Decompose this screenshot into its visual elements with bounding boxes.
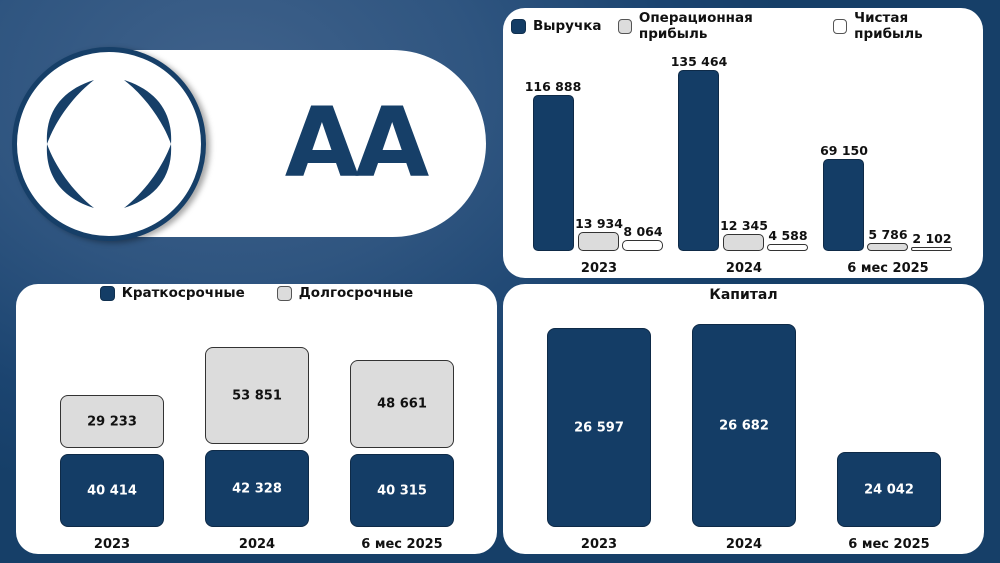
bar-net-profit-2024 (767, 244, 808, 251)
value-label: 42 328 (232, 481, 282, 496)
bar-short-term-6m-2025: 40 315 (350, 454, 454, 527)
credit-rating: AA (284, 87, 430, 199)
value-label: 53 851 (232, 388, 282, 403)
legend-item-long-term: Долгосрочные (276, 285, 414, 301)
x-axis-label: 6 мес 2025 (847, 261, 929, 276)
x-axis-label: 2024 (238, 537, 276, 552)
value-label: 26 597 (574, 420, 624, 435)
value-label: 12 345 (720, 218, 768, 233)
income-chart-panel: Выручка Операционная прибыль Чистая приб… (503, 8, 983, 278)
value-label: 26 682 (719, 418, 769, 433)
revenue-swatch-icon (511, 18, 526, 34)
value-label: 5 786 (868, 227, 908, 242)
bar-capital-6m-2025: 24 042 (837, 452, 941, 527)
x-axis-label: 6 мес 2025 (848, 537, 930, 552)
bar-revenue-6m-2025 (823, 159, 864, 251)
debt-legend: Краткосрочные Долгосрочные (16, 285, 497, 301)
x-axis-label: 2023 (580, 261, 618, 276)
value-label: 8 064 (623, 224, 663, 239)
legend-item-short-term: Краткосрочные (99, 285, 245, 301)
bar-net-profit-2023 (622, 240, 663, 251)
value-label: 24 042 (864, 482, 914, 497)
bar-capital-2023: 26 597 (547, 328, 651, 527)
value-label: 69 150 (820, 143, 868, 158)
legend-label: Долгосрочные (298, 285, 414, 301)
capital-title: Капитал (709, 287, 778, 303)
bar-operating-profit-2024 (723, 234, 764, 251)
short-term-swatch-icon (99, 285, 115, 301)
value-label: 135 464 (670, 54, 728, 69)
bar-operating-profit-2023 (578, 232, 619, 251)
bar-long-term-2023: 29 233 (60, 395, 164, 448)
x-axis-label: 2024 (725, 261, 763, 276)
legend-item-revenue: Выручка (511, 18, 602, 34)
x-axis-label: 2024 (725, 537, 763, 552)
operating-profit-swatch-icon (617, 18, 632, 34)
bar-short-term-2023: 40 414 (60, 454, 164, 527)
net-profit-swatch-icon (832, 18, 848, 34)
value-label: 116 888 (524, 79, 582, 94)
value-label: 4 588 (768, 228, 808, 243)
value-label: 48 661 (377, 396, 427, 412)
legend-label: Операционная прибыль (638, 10, 753, 42)
legend-label: Выручка (533, 18, 602, 34)
value-label: 40 315 (377, 483, 427, 498)
emblem-petals-icon (46, 80, 172, 208)
bar-operating-profit-6m-2025 (867, 243, 908, 251)
bar-revenue-2024 (678, 70, 719, 251)
bar-net-profit-6m-2025 (911, 247, 952, 251)
bar-long-term-6m-2025: 48 661 (350, 360, 454, 448)
bar-revenue-2023 (533, 95, 574, 251)
legend-item-net-profit: Чистая прибыль (832, 10, 975, 42)
income-legend: Выручка Операционная прибыль Чистая приб… (503, 10, 983, 42)
value-label: 29 233 (87, 414, 137, 429)
legend-label: Краткосрочные (121, 285, 245, 301)
capital-chart-panel: Капитал 26 597 2023 26 682 2024 24 042 6… (503, 284, 984, 554)
value-label: 2 102 (912, 231, 952, 246)
x-axis-label: 6 мес 2025 (361, 537, 443, 552)
bar-short-term-2024: 42 328 (205, 450, 309, 527)
legend-label: Чистая прибыль (854, 10, 923, 42)
value-label: 13 934 (575, 216, 623, 231)
x-axis-label: 2023 (93, 537, 131, 552)
bar-capital-2024: 26 682 (692, 324, 796, 527)
x-axis-label: 2023 (580, 537, 618, 552)
debt-chart-panel: Краткосрочные Долгосрочные 29 233 40 414… (16, 284, 497, 554)
long-term-swatch-icon (276, 285, 292, 301)
legend-item-operating-profit: Операционная прибыль (617, 10, 817, 42)
bar-long-term-2024: 53 851 (205, 347, 309, 444)
value-label: 40 414 (87, 483, 137, 498)
rating-agency-emblem-icon (12, 47, 206, 241)
